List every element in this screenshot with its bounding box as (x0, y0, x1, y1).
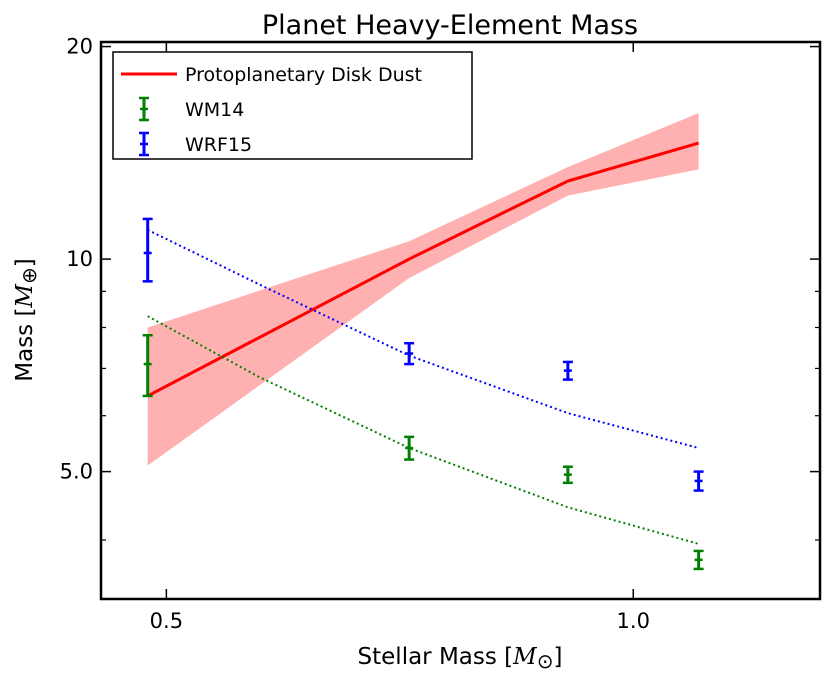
x-axis-label: Stellar Mass [M⊙] (358, 644, 563, 673)
legend-entry: Protoplanetary Disk Dust (121, 64, 422, 86)
x-tick-label: 1.0 (617, 609, 650, 633)
wrf15-point-2 (562, 360, 573, 381)
y-tick-label: 5.0 (60, 460, 93, 484)
axis-ticks: 0.5 1.0 5.0 10 20 (60, 35, 820, 633)
legend-entry: WM14 (139, 96, 244, 122)
earth-symbol-icon: ⊕ (17, 267, 41, 284)
x-tick-label: 0.5 (150, 609, 183, 633)
y-axis-label: Mass [M⊕] (12, 258, 41, 382)
legend-label: Protoplanetary Disk Dust (185, 64, 422, 86)
y-tick-label: 10 (66, 247, 93, 271)
legend-label: WRF15 (185, 134, 252, 156)
legend-entry: WRF15 (139, 131, 252, 157)
wrf15-point-3 (693, 470, 704, 492)
wm14-fit-line (147, 315, 699, 545)
legend: Protoplanetary Disk Dust WM14 WRF15 (112, 51, 473, 160)
sun-symbol-icon: ⊙ (537, 649, 554, 673)
wrf15-fit-line (147, 228, 699, 449)
plot-area (142, 113, 704, 571)
wm14-point-0 (142, 334, 153, 398)
wrf15-point-0 (142, 217, 153, 283)
wm14-point-1 (404, 435, 415, 461)
chart-title: Planet Heavy-Element Mass (262, 10, 638, 41)
legend-box (112, 51, 473, 160)
legend-label: WM14 (185, 99, 244, 121)
plot-frame (99, 40, 822, 601)
protoplanetary-disk-dust-band (147, 113, 699, 466)
wm14-point-3 (693, 549, 704, 571)
y-tick-label: 20 (66, 35, 93, 59)
protoplanetary-disk-dust-line (146, 141, 700, 398)
wm14-point-2 (562, 465, 573, 485)
